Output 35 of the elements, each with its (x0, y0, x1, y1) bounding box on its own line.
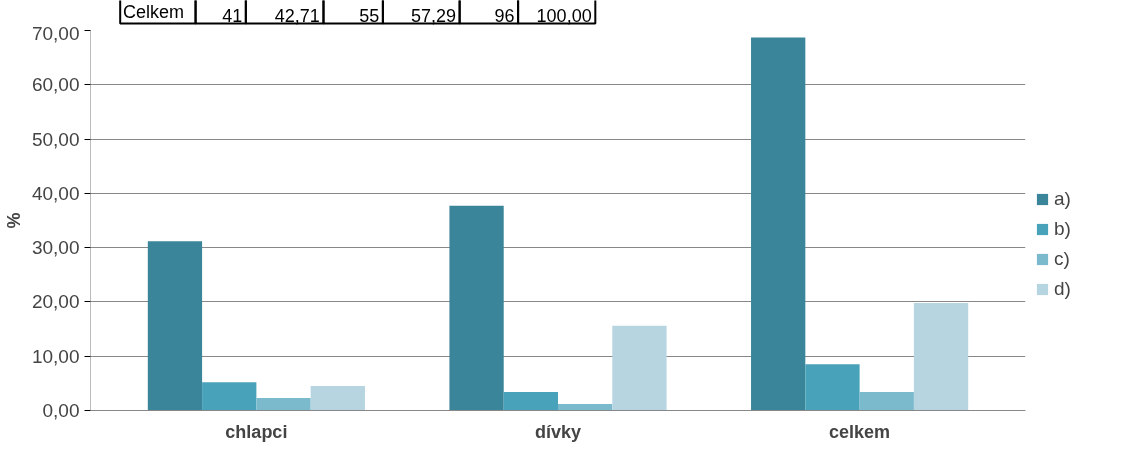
legend-label: a) (1054, 188, 1072, 210)
x-tick-label: chlapci (225, 421, 288, 442)
x-tick-label: dívky (534, 421, 582, 442)
legend-label: d) (1054, 278, 1072, 300)
y-tick-label: 30,00 (31, 237, 80, 259)
text: 57,29 (410, 5, 456, 26)
bar (310, 386, 365, 411)
text: Celkem (122, 1, 184, 22)
bar (913, 303, 969, 411)
x-tick-label: celkem (829, 421, 891, 442)
text: 55 (359, 5, 380, 26)
bar (751, 37, 806, 411)
bar (202, 382, 257, 411)
legend-label: b) (1054, 218, 1072, 240)
legend-label: c) (1054, 248, 1071, 270)
bar (147, 241, 203, 411)
bar (859, 392, 914, 411)
text: 42,71 (274, 5, 320, 26)
y-tick-label: 40,00 (31, 182, 80, 204)
bar (449, 205, 504, 411)
y-tick-label: 70,00 (31, 22, 80, 44)
bar (612, 325, 667, 411)
bar (805, 364, 860, 411)
y-tick-label: 0,00 (42, 400, 80, 421)
y-tick-label: 60,00 (31, 74, 80, 96)
y-tick-label: 20,00 (31, 291, 80, 313)
y-tick-label: 50,00 (31, 128, 80, 150)
y-axis-title: % (3, 212, 24, 229)
text: 100,00 (536, 5, 592, 26)
text: 96 (494, 5, 515, 26)
bar (503, 392, 558, 411)
bar (256, 398, 311, 411)
text: 41 (222, 5, 243, 26)
bar (558, 403, 613, 411)
y-tick-label: 10,00 (31, 345, 80, 367)
